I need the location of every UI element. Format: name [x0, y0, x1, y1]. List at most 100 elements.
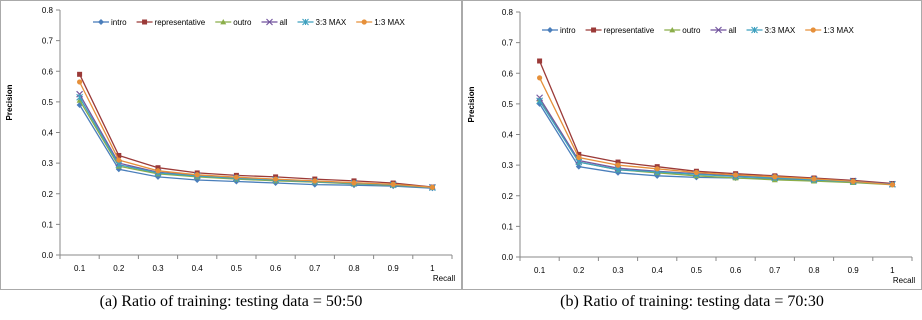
x-tick-label: 0.2: [113, 264, 125, 273]
y-axis-label: Precision: [5, 84, 14, 120]
y-tick-label: 0.2: [42, 190, 54, 199]
legend: intro representative outro all 3:3 MAX 1:3 MA…: [93, 18, 406, 27]
data-point: [537, 75, 543, 81]
legend-item: all: [261, 18, 288, 27]
legend-item: 3:3 MAX: [746, 26, 796, 35]
data-point: [536, 94, 544, 102]
series-line: [79, 81, 433, 188]
legend-item: 1:3 MAX: [805, 26, 855, 35]
x-tick-label: 0.1: [534, 266, 546, 275]
chart-panel-b: 0.0 0.1 0.2 0.3 0.4 0.5 0.6 0.7 0.8 0.1 0.2 0.3 0.4 0…: [462, 0, 922, 320]
series-line: [539, 60, 893, 185]
legend-marker: [810, 27, 816, 33]
legend-marker: [142, 19, 148, 25]
y-tick-label: 0.6: [42, 67, 54, 76]
x-tick-label: 0.8: [808, 266, 820, 275]
y-tick-label: 0.0: [42, 251, 54, 260]
legend-label: all: [280, 18, 288, 27]
data-point: [654, 166, 660, 172]
data-point: [77, 71, 83, 77]
legend-item: representative: [585, 26, 655, 35]
y-tick-label: 0.2: [502, 192, 514, 201]
x-tick-label: 1: [430, 264, 435, 273]
legend-item: all: [710, 26, 737, 35]
legend-marker: [98, 19, 104, 25]
data-point: [155, 168, 161, 174]
legend: intro representative outro all 3:3 MAX 1:3 MA…: [542, 26, 855, 35]
x-tick-label: 0.7: [309, 264, 321, 273]
data-point: [429, 184, 435, 190]
legend-label: 1:3 MAX: [823, 26, 854, 35]
x-tick-label: 0.3: [612, 266, 624, 275]
legend-marker: [361, 19, 367, 25]
x-tick-label: 0.6: [270, 264, 282, 273]
x-tick-label: 0.4: [652, 266, 664, 275]
y-tick-label: 0.3: [502, 161, 514, 170]
y-tick-label: 0.8: [502, 8, 514, 17]
data-point: [390, 181, 396, 187]
y-tick-label: 0.4: [42, 129, 54, 138]
y-tick-label: 0.0: [502, 253, 514, 262]
x-tick-label: 0.4: [192, 264, 204, 273]
data-point: [116, 157, 122, 163]
legend-label: 3:3 MAX: [316, 18, 347, 27]
x-tick-label: 0.1: [74, 264, 86, 273]
series-line: [79, 104, 433, 189]
legend-label: representative: [604, 26, 655, 35]
legend-item: 1:3 MAX: [356, 18, 406, 27]
y-tick-label: 0.7: [502, 39, 514, 48]
data-point: [850, 178, 856, 184]
legend-marker: [715, 26, 722, 34]
data-point: [615, 162, 621, 168]
y-tick-label: 0.4: [502, 131, 514, 140]
legend-marker: [547, 27, 553, 33]
series-line: [539, 77, 893, 186]
data-point: [312, 178, 318, 184]
data-point: [615, 159, 621, 165]
data-point: [889, 182, 895, 188]
legend-label: intro: [111, 18, 127, 27]
x-tick-label: 0.2: [573, 266, 585, 275]
series-line: [79, 74, 433, 188]
data-point: [575, 163, 582, 170]
data-point: [76, 90, 84, 98]
legend-label: outro: [233, 18, 252, 27]
data-point: [537, 58, 543, 64]
legend-item: representative: [136, 18, 206, 27]
legend-marker: [302, 18, 309, 26]
chart-caption-a: (a) Ratio of training: testing data = 50…: [99, 293, 363, 310]
y-tick-label: 0.1: [502, 222, 514, 231]
legend-marker: [751, 26, 758, 34]
data-point: [536, 97, 543, 105]
data-point: [811, 176, 817, 182]
x-tick-label: 0.8: [348, 264, 360, 273]
data-point: [733, 172, 739, 178]
data-point: [76, 93, 83, 101]
series-1-3-max: [77, 79, 435, 190]
y-tick-label: 0.5: [502, 100, 514, 109]
legend-marker: [220, 19, 227, 25]
y-axis-label: Precision: [467, 86, 476, 122]
legend-label: representative: [155, 18, 206, 27]
data-point: [273, 176, 279, 182]
y-tick-label: 0.8: [42, 6, 54, 15]
legend-item: outro: [664, 26, 701, 35]
x-tick-label: 0.9: [848, 266, 860, 275]
legend-label: 3:3 MAX: [765, 26, 796, 35]
legend-label: intro: [560, 26, 576, 35]
legend-label: all: [729, 26, 737, 35]
legend-item: outro: [215, 18, 252, 27]
y-tick-label: 0.6: [502, 69, 514, 78]
legend-marker: [591, 27, 597, 33]
data-point: [233, 174, 239, 180]
y-tick-label: 0.7: [42, 37, 54, 46]
data-point: [77, 79, 83, 85]
series-1-3-max: [537, 75, 895, 188]
x-tick-label: 0.5: [691, 266, 703, 275]
x-tick-label: 0.7: [769, 266, 781, 275]
x-tick-label: 0.3: [152, 264, 164, 273]
data-point: [194, 172, 200, 178]
data-point: [351, 180, 357, 186]
data-point: [772, 174, 778, 180]
chart-panel-a: 0.0 0.1 0.2 0.3 0.4 0.5 0.6 0.7 0.8 0.1 0.2 0.3 0.4 0…: [0, 0, 462, 310]
